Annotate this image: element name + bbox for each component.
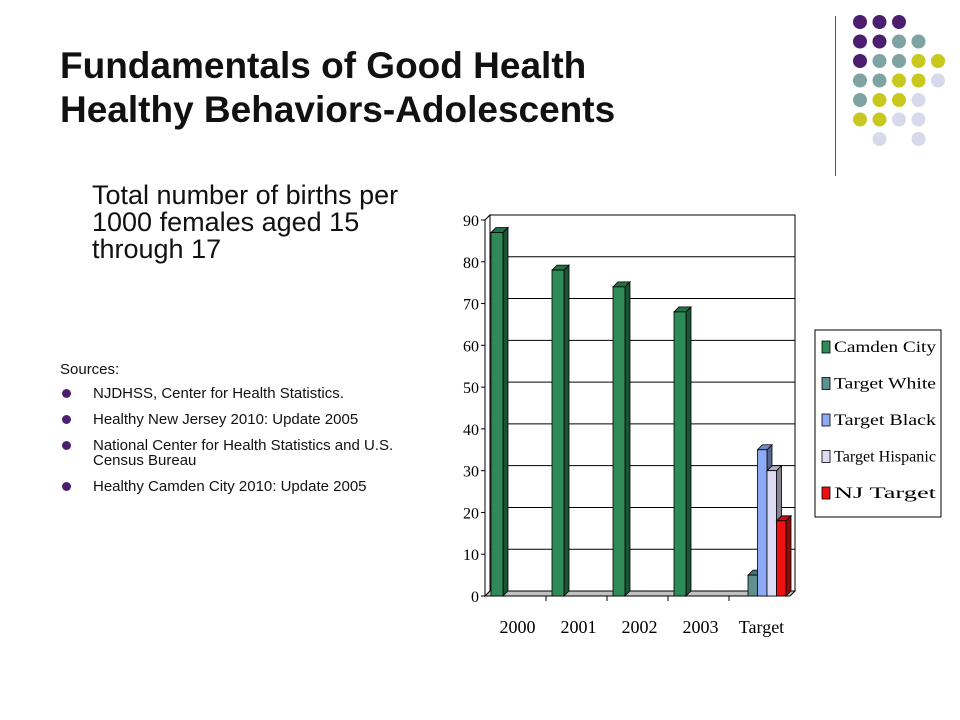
bar-camden-city-2003 <box>673 305 692 597</box>
bar-side <box>685 305 692 597</box>
y-tick-label: 30 <box>463 464 479 481</box>
x-tick-label: 2001 <box>561 617 597 637</box>
decorative-dot <box>853 34 867 49</box>
decorative-dot <box>853 15 867 29</box>
bar-front <box>490 232 504 597</box>
decorative-dot <box>911 112 926 127</box>
x-tick-label: 2003 <box>683 617 719 637</box>
source-text: National Center for Health Statistics an… <box>93 437 394 469</box>
bar-front <box>612 286 626 597</box>
decorative-dot <box>911 73 926 88</box>
decorative-dot <box>892 93 906 107</box>
decorative-dot <box>853 93 867 107</box>
decorative-dot <box>892 15 906 29</box>
decorative-dot <box>853 73 867 88</box>
bar-front <box>766 470 777 597</box>
legend-swatch <box>821 340 831 354</box>
x-tick-label: 2002 <box>622 617 658 637</box>
legend-label: Target White <box>834 376 936 393</box>
bar-front <box>673 311 687 597</box>
decorative-dot <box>892 112 906 127</box>
y-tick-label: 60 <box>463 338 479 355</box>
legend-swatch <box>821 413 831 427</box>
decorative-dot <box>872 132 887 146</box>
source-text: Healthy New Jersey 2010: Update 2005 <box>93 411 359 428</box>
bar-side <box>785 514 792 597</box>
decorative-dot <box>872 112 887 127</box>
bar-camden-city-2000 <box>490 226 509 597</box>
x-tick-label: Target <box>739 617 784 637</box>
bar-front <box>757 449 768 597</box>
decorative-dot <box>853 54 867 68</box>
vertical-divider <box>835 16 836 176</box>
bar-side <box>502 226 509 597</box>
legend-swatch <box>821 377 831 390</box>
decorative-dot <box>911 132 926 146</box>
bullet-icon <box>62 482 71 491</box>
bullet-icon <box>62 415 71 424</box>
decorative-dot <box>853 112 867 127</box>
decorative-dot <box>872 73 887 88</box>
sources-list: NJDHSS, Center for Health Statistics. He… <box>60 386 405 505</box>
bullet-icon <box>62 389 71 398</box>
bar-nj-target-target <box>775 514 792 597</box>
legend-swatch <box>821 450 831 463</box>
decorative-dot <box>931 54 945 68</box>
bar-front <box>776 520 787 597</box>
lead-text: Total number of births per 1000 females … <box>92 180 399 264</box>
title-line-1: Fundamentals of Good Health <box>60 45 587 86</box>
decorative-dot <box>892 73 906 88</box>
legend-label: Target Hispanic <box>834 449 936 466</box>
y-tick-label: 50 <box>463 380 479 397</box>
bar-side <box>563 264 570 597</box>
legend-label: Camden City <box>834 339 936 356</box>
decorative-dot <box>872 34 887 49</box>
births-bar-chart: 0 10 20 30 40 50 60 70 80 90 2000 2001 2002 2003 Targe… <box>463 213 942 637</box>
source-item: NJDHSS, Center for Health Statistics. <box>60 386 405 401</box>
slide-title: Fundamentals of Good Health Healthy Beha… <box>60 44 615 132</box>
legend-swatch <box>821 486 831 500</box>
plot-area <box>489 214 796 592</box>
legend-label: NJ Target <box>834 485 937 502</box>
source-item: Healthy New Jersey 2010: Update 2005 <box>60 412 405 427</box>
source-text: NJDHSS, Center for Health Statistics. <box>93 385 344 402</box>
y-tick-label: 40 <box>463 422 479 439</box>
decorative-dot <box>872 54 887 68</box>
side-wall <box>484 213 491 598</box>
y-tick-label: 10 <box>463 547 479 564</box>
bar-front <box>747 574 758 597</box>
y-tick-label: 20 <box>463 505 479 522</box>
title-line-2: Healthy Behaviors-Adolescents <box>60 89 616 130</box>
bar-camden-city-2002 <box>612 280 631 597</box>
sources-label: Sources: <box>60 361 120 378</box>
y-tick-label: 70 <box>463 297 479 314</box>
bar-side <box>624 280 631 597</box>
decorative-dot <box>872 93 887 107</box>
source-item: Healthy Camden City 2010: Update 2005 <box>60 479 405 494</box>
decorative-dot <box>911 54 926 68</box>
decorative-dot <box>892 54 906 68</box>
bar-camden-city-2001 <box>551 264 570 597</box>
source-text: Healthy Camden City 2010: Update 2005 <box>93 478 367 495</box>
legend-box <box>814 329 942 518</box>
decorative-dot <box>892 34 906 49</box>
decorative-dot <box>931 73 945 88</box>
bullet-icon <box>62 441 71 450</box>
decorative-dot-grid <box>853 15 945 146</box>
legend-label: Target Black <box>834 412 936 429</box>
decorative-dot <box>911 34 926 49</box>
y-tick-label: 80 <box>463 255 479 272</box>
y-tick-label: 90 <box>463 213 479 230</box>
decorative-dot <box>872 15 887 29</box>
bar-front <box>551 269 565 597</box>
y-tick-label: 0 <box>471 589 479 606</box>
x-tick-label: 2000 <box>500 617 536 637</box>
source-item: National Center for Health Statistics an… <box>60 438 405 468</box>
decorative-dot <box>911 93 926 107</box>
